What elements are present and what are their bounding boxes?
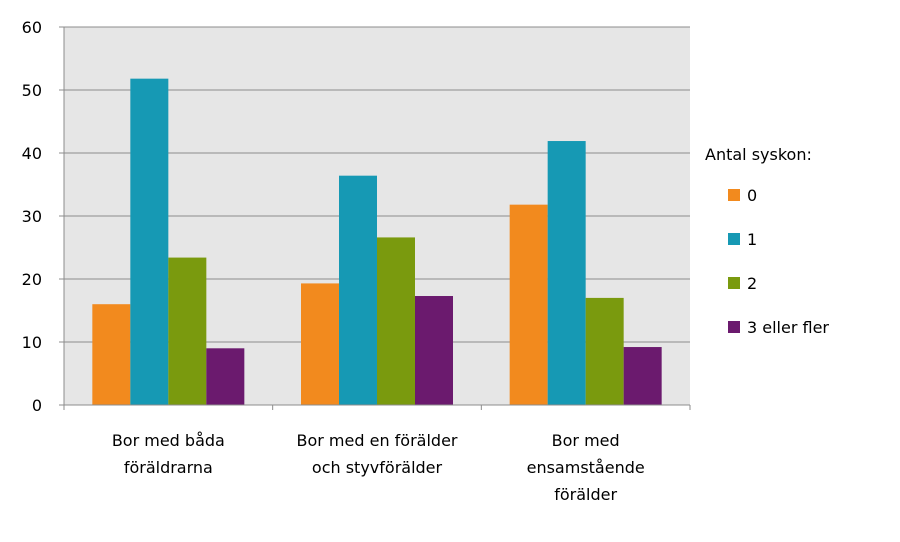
legend-label: 2: [747, 274, 757, 293]
bars: [92, 78, 662, 405]
bar-1-cat-2: [339, 175, 377, 405]
legend-swatch: [728, 233, 740, 245]
bar-2-cat-3: [585, 297, 624, 405]
legend-label: 0: [747, 186, 757, 205]
bar-3-eller-fler-cat-1: [206, 348, 245, 405]
axes: [63, 27, 691, 410]
bar-2-cat-2: [377, 237, 415, 405]
bar-1-cat-3: [547, 141, 586, 405]
y-tick-label: 0: [32, 396, 42, 415]
legend-swatch: [728, 277, 740, 289]
y-tick-label: 30: [22, 207, 42, 226]
y-axis-ticks: 0 10 20 30 40 50 60: [22, 18, 64, 415]
bar-1-cat-1: [130, 78, 169, 405]
legend-label: 3 eller fler: [747, 318, 829, 337]
category-label: Bor med en förälder och styvförälder: [297, 431, 458, 477]
legend-swatch: [728, 189, 740, 201]
bar-0-cat-2: [301, 283, 339, 405]
bar-3-eller-fler-cat-3: [623, 347, 662, 405]
legend-label: 1: [747, 230, 757, 249]
bar-3-eller-fler-cat-2: [415, 296, 453, 405]
bar-0-cat-3: [509, 204, 548, 405]
y-tick-label: 20: [22, 270, 42, 289]
y-tick-label: 40: [22, 144, 42, 163]
bar-2-cat-1: [168, 257, 207, 405]
bar-0-cat-1: [92, 304, 131, 405]
legend-title: Antal syskon:: [705, 145, 812, 164]
x-axis-categories: Bor med båda föräldrarna Bor med en föräld…: [112, 431, 645, 504]
y-tick-label: 50: [22, 81, 42, 100]
category-label: Bor med ensamstående förälder: [527, 431, 645, 504]
y-tick-label: 10: [22, 333, 42, 352]
legend: Antal syskon: 0 1 2 3 eller fler: [705, 145, 829, 337]
legend-swatch: [728, 321, 740, 333]
category-label: Bor med båda föräldrarna: [112, 431, 225, 477]
y-tick-label: 60: [22, 18, 42, 37]
